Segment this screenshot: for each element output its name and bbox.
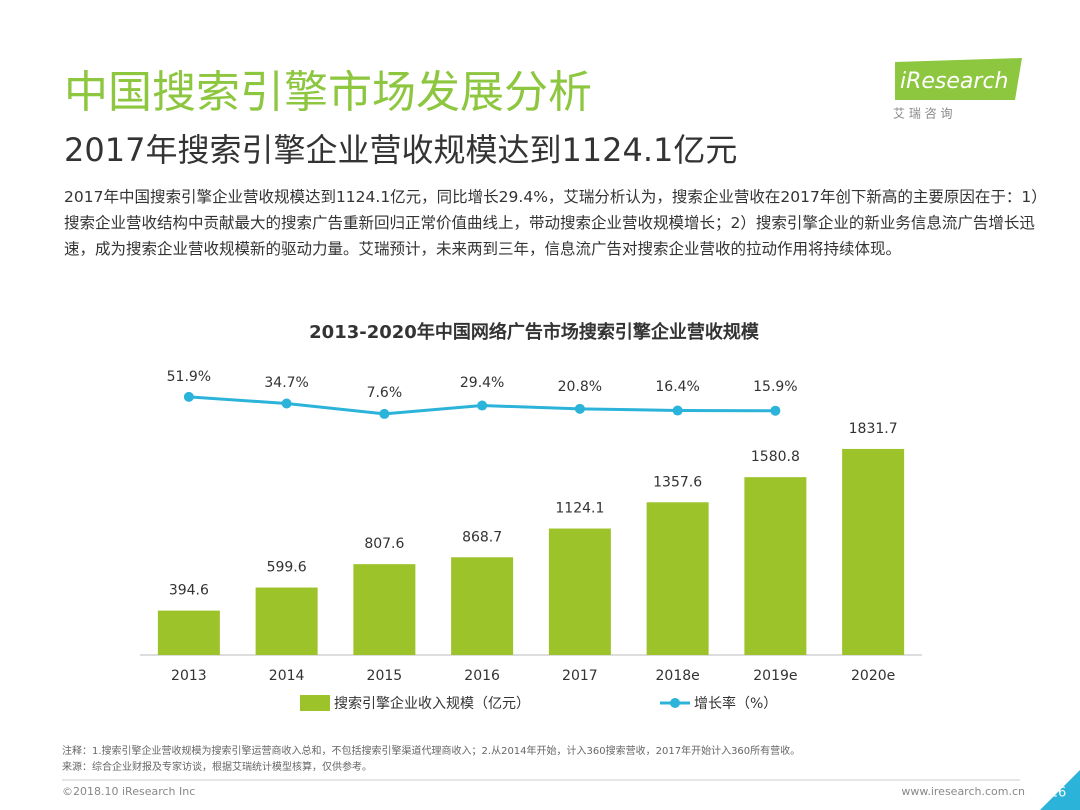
data-label: 29.4% <box>460 375 504 391</box>
slide-subtitle: 2017年搜索引擎企业营收规模达到1124.1亿元 <box>64 131 737 169</box>
data-label: 868.7 <box>462 529 502 545</box>
x-tick-label: 2013 <box>171 668 207 684</box>
x-tick-label: 2016 <box>464 668 500 684</box>
bar <box>842 448 905 655</box>
x-tick-label: 2014 <box>269 668 305 684</box>
bar <box>451 557 514 655</box>
slide-title: 中国搜索引擎市场发展分析 <box>64 67 592 118</box>
data-label: 1831.7 <box>849 421 898 437</box>
data-label: 394.6 <box>169 583 209 599</box>
x-tick-label: 2017 <box>562 668 598 684</box>
data-label: 599.6 <box>267 560 307 576</box>
bar <box>744 477 807 655</box>
data-label: 807.6 <box>364 536 404 552</box>
legend-label: 增长率（%） <box>694 695 777 712</box>
x-tick-label: 2019e <box>753 668 797 684</box>
data-label: 1357.6 <box>653 474 702 490</box>
legend-swatch <box>670 698 680 708</box>
line-marker <box>281 398 292 409</box>
note: 来源：综合企业财报及专家访谈，根据艾瑞统计模型核算，仅供参考。 <box>62 760 372 773</box>
data-label: 1124.1 <box>555 501 604 517</box>
x-tick-label: 2020e <box>851 668 895 684</box>
bar <box>255 587 318 655</box>
line-marker <box>379 408 390 419</box>
logo-sub: 艾 瑞 咨 询 <box>893 106 952 121</box>
data-label: 15.9% <box>753 379 797 395</box>
page-number: 26 <box>1050 786 1067 801</box>
data-label: 7.6% <box>367 385 403 401</box>
data-label: 51.9% <box>167 369 211 385</box>
note: 注释：1.搜索引擎企业营收规模为搜索引擎运营商收入总和，不包括搜索引擎渠道代理商… <box>62 744 800 757</box>
line-marker <box>770 405 781 416</box>
line-marker <box>183 391 194 402</box>
data-label: 16.4% <box>655 379 699 395</box>
logo: iResearch <box>900 69 1009 94</box>
legend-swatch <box>300 695 330 711</box>
logo-bg <box>895 58 1022 100</box>
legend-label: 搜索引擎企业收入规模（亿元） <box>334 695 530 712</box>
x-tick-label: 2015 <box>367 668 403 684</box>
data-label: 1580.8 <box>751 449 800 465</box>
x-tick-label: 2018e <box>656 668 700 684</box>
corner <box>1040 770 1080 810</box>
copyright: ©2018.10 iResearch Inc <box>62 785 195 798</box>
chart-title: 2013-2020年中国网络广告市场搜索引擎企业营收规模 <box>309 321 760 343</box>
line-marker <box>672 405 683 416</box>
line-marker <box>574 403 585 414</box>
bar <box>353 564 416 655</box>
line-marker <box>477 400 488 411</box>
bar <box>548 528 611 655</box>
url: www.iresearch.com.cn <box>901 785 1025 798</box>
data-label: 20.8% <box>558 379 602 395</box>
paragraph: 2017年中国搜索引擎企业营收规模达到1124.1亿元，同比增长29.4%，艾瑞… <box>64 188 1039 258</box>
bar <box>646 502 709 655</box>
bar <box>157 610 220 655</box>
data-label: 34.7% <box>264 375 308 391</box>
